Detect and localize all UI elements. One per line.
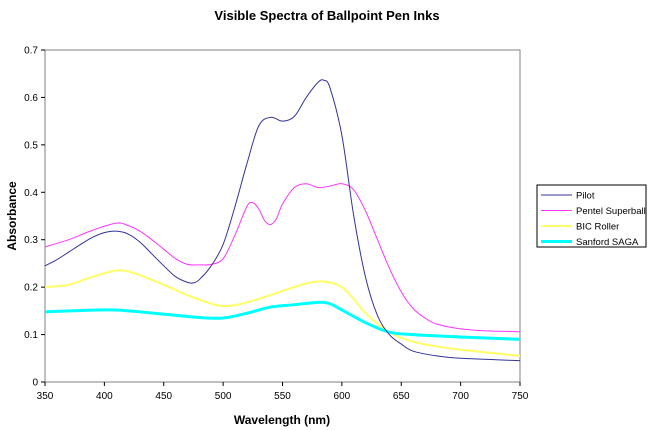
legend: Pilot Pentel Superball BIC Roller Sanford S… [536, 184, 647, 248]
x-tick-label: 350 [37, 391, 54, 402]
y-tick-label: 0.6 [24, 93, 38, 104]
legend-label: Sanford SAGA [576, 237, 639, 248]
x-axis-label: Wavelength (nm) [234, 413, 330, 427]
y-tick-label: 0.4 [24, 188, 38, 199]
x-tick-label: 500 [215, 391, 232, 402]
plot-area [44, 49, 521, 383]
chart-title: Visible Spectra of Ballpoint Pen Inks [214, 8, 439, 23]
x-tick-label: 450 [155, 391, 172, 402]
y-tick-label: 0.7 [24, 46, 38, 57]
y-tick-label: 0.3 [24, 235, 38, 246]
legend-label: Pilot [576, 191, 595, 202]
y-tick-label: 0.5 [24, 140, 38, 151]
x-tick-label: 750 [512, 391, 529, 402]
series-line-pentel-superball [44, 183, 521, 333]
y-tick-label: 0.1 [24, 330, 38, 341]
series-line-sanford-saga [44, 300, 521, 341]
x-tick-label: 550 [274, 391, 291, 402]
legend-label: Pentel Superball [576, 206, 646, 217]
y-tick-label: 0 [32, 378, 38, 389]
y-axis-label: Absorbance [5, 181, 19, 251]
x-tick-label: 700 [452, 391, 469, 402]
x-tick-label: 600 [334, 391, 351, 402]
x-tick-label: 400 [96, 391, 113, 402]
series-line-pilot [44, 79, 521, 362]
legend-label: BIC Roller [576, 222, 619, 233]
x-tick-label: 650 [393, 391, 410, 402]
y-tick-label: 0.2 [24, 283, 38, 294]
series-line-bic-roller [44, 269, 521, 357]
